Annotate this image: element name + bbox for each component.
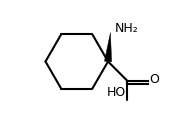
Text: NH₂: NH₂ — [115, 22, 139, 35]
Text: O: O — [150, 73, 159, 86]
Polygon shape — [104, 33, 112, 62]
Text: HO: HO — [107, 86, 126, 99]
